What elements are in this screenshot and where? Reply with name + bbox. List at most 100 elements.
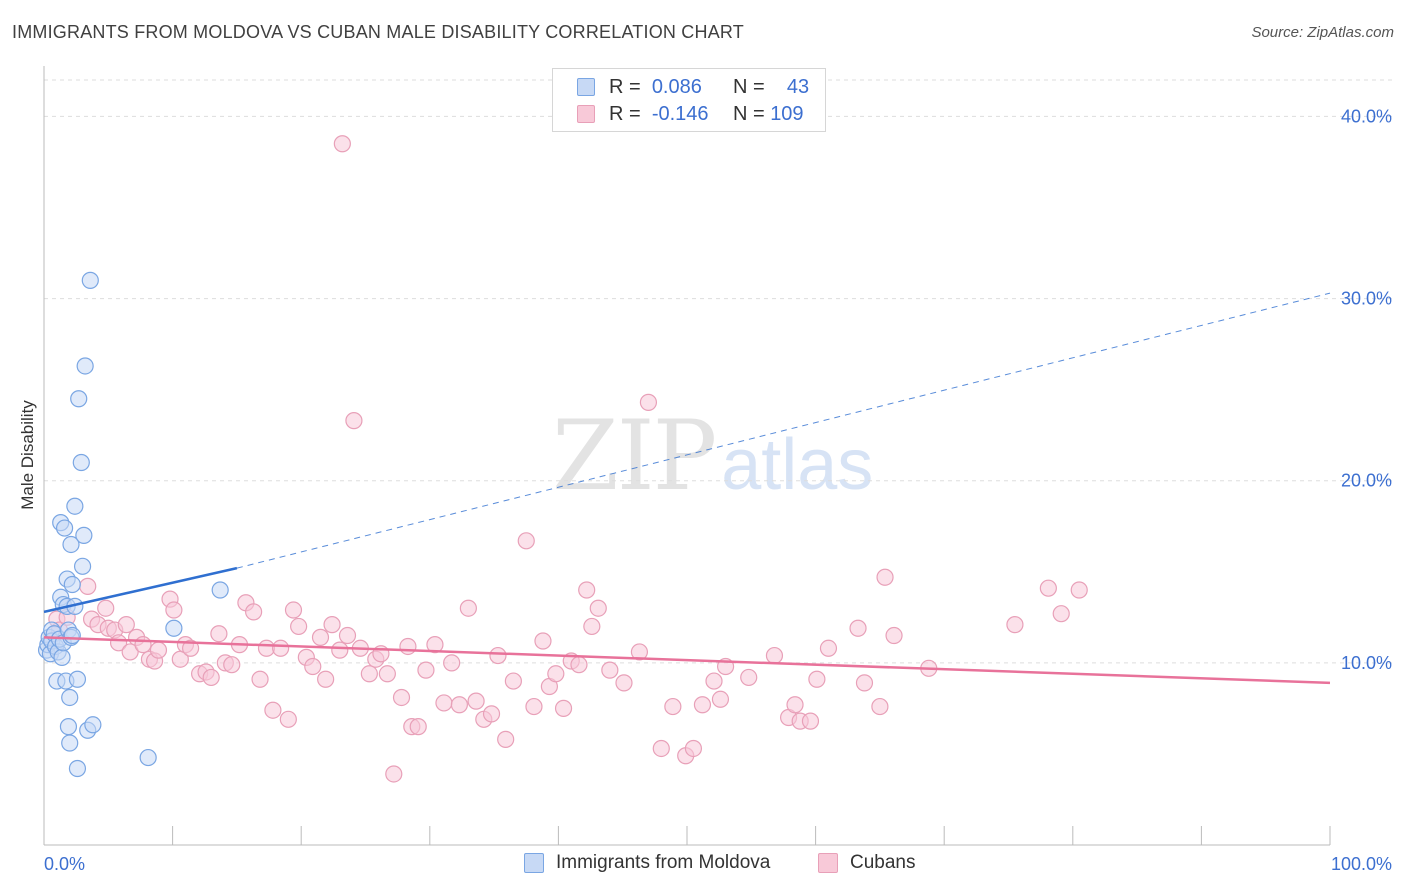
- data-point: [251, 670, 269, 688]
- data-point: [801, 712, 820, 730]
- data-point: [684, 739, 703, 758]
- data-point: [705, 672, 723, 690]
- data-point: [443, 654, 461, 672]
- data-point: [885, 626, 903, 645]
- data-point: [323, 616, 341, 634]
- data-point: [211, 581, 229, 599]
- data-point: [601, 661, 619, 679]
- data-point: [61, 688, 79, 707]
- data-point: [392, 688, 411, 707]
- data-point: [139, 748, 157, 767]
- n-label: N =: [732, 102, 765, 125]
- data-point: [59, 718, 78, 736]
- data-point: [79, 577, 97, 595]
- data-point: [765, 646, 784, 665]
- data-point: [333, 135, 351, 153]
- y-tick-label: 30.0%: [1341, 289, 1392, 309]
- data-point: [378, 665, 396, 683]
- n-value: 43: [786, 75, 810, 98]
- data-point: [68, 670, 87, 688]
- data-point: [639, 393, 658, 411]
- data-point: [61, 734, 79, 752]
- data-point: [693, 696, 712, 714]
- r-label: R =: [609, 102, 641, 125]
- data-point: [517, 532, 535, 550]
- n-value: 109: [770, 102, 804, 125]
- data-point: [68, 759, 87, 778]
- data-point: [121, 643, 139, 661]
- axes: [43, 66, 1331, 846]
- data-point: [97, 599, 115, 617]
- data-point: [360, 665, 378, 683]
- data-point: [497, 730, 515, 748]
- y-tick-label: 20.0%: [1341, 471, 1392, 491]
- data-point: [855, 674, 874, 692]
- data-point: [615, 674, 633, 692]
- data-point: [62, 535, 80, 554]
- data-point: [290, 617, 308, 636]
- data-point: [385, 765, 403, 783]
- data-point: [482, 705, 501, 723]
- data-point: [849, 619, 867, 637]
- legend-item-moldova[interactable]: Immigrants from Moldova: [524, 852, 770, 874]
- data-point: [73, 557, 92, 575]
- data-point: [182, 639, 200, 657]
- data-point: [435, 694, 453, 712]
- legend-label-cubans: Cubans: [850, 852, 916, 873]
- moldova-legend-swatch: [524, 853, 544, 873]
- data-point: [819, 639, 838, 657]
- data-point: [165, 601, 183, 619]
- data-point: [570, 656, 588, 674]
- source-credit: Source: ZipAtlas.com: [1251, 24, 1394, 41]
- data-point: [279, 710, 297, 728]
- data-point: [63, 575, 81, 594]
- data-point: [210, 625, 228, 643]
- data-point: [876, 568, 894, 586]
- legend-label-moldova: Immigrants from Moldova: [556, 852, 771, 873]
- data-point: [664, 697, 682, 716]
- data-point: [1039, 579, 1057, 597]
- data-point: [165, 619, 183, 637]
- data-point: [53, 648, 71, 666]
- chart-title: IMMIGRANTS FROM MOLDOVA VS CUBAN MALE DI…: [12, 22, 744, 42]
- moldova-points: [37, 271, 229, 778]
- data-point: [409, 718, 427, 736]
- data-point: [70, 390, 88, 408]
- data-point: [554, 699, 573, 717]
- legend-row-moldova: R = 0.086 N = 43: [577, 75, 809, 99]
- trend-lines: [43, 292, 1331, 685]
- data-point: [547, 665, 565, 683]
- data-point: [578, 581, 596, 599]
- r-value: -0.146: [651, 102, 709, 125]
- correlation-legend: R = 0.086 N = 43 R = -0.146 N = 109: [552, 68, 826, 132]
- data-point: [134, 636, 152, 654]
- legend-item-cubans[interactable]: Cubans: [818, 852, 916, 874]
- data-point: [740, 668, 758, 687]
- data-point: [84, 716, 102, 734]
- moldova-swatch: [577, 78, 595, 96]
- y-tick-label: 10.0%: [1341, 653, 1392, 673]
- data-point: [489, 646, 507, 665]
- grid-lines: [44, 79, 1392, 664]
- data-point: [338, 626, 357, 645]
- data-point: [525, 697, 543, 716]
- data-point: [66, 497, 84, 515]
- data-point: [450, 696, 468, 714]
- cubans-trend-line: [43, 636, 1331, 685]
- data-point: [149, 641, 168, 659]
- data-point: [304, 657, 322, 676]
- data-point: [272, 639, 290, 657]
- data-point: [589, 599, 607, 617]
- data-point: [426, 636, 444, 654]
- legend-row-cubans: R = -0.146 N = 109: [577, 102, 804, 126]
- r-value: 0.086: [651, 75, 702, 98]
- y-axis-label: Male Disability: [18, 400, 37, 510]
- data-point: [245, 603, 263, 621]
- x-tick-label: 0.0%: [44, 854, 85, 874]
- data-point: [1070, 581, 1088, 599]
- moldova-trend-line: [43, 566, 238, 614]
- data-point: [630, 643, 649, 661]
- data-point: [345, 412, 363, 430]
- data-point: [264, 701, 282, 719]
- data-point: [76, 357, 94, 375]
